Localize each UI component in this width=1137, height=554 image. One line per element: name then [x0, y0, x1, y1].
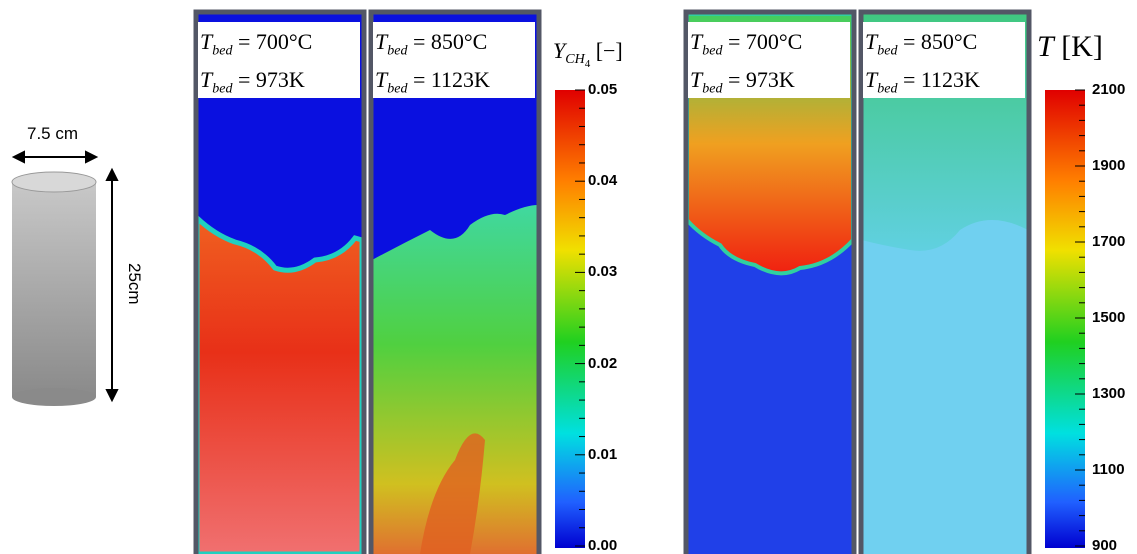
subscript: bed: [212, 81, 233, 97]
field-region: [194, 212, 365, 554]
symbol: T: [865, 29, 878, 54]
subscript: bed: [212, 43, 233, 59]
colorbar: [1045, 90, 1085, 548]
panel-label: Tbed = 973K: [200, 67, 305, 97]
unit: [−]: [595, 38, 623, 63]
symbol: T: [375, 29, 388, 54]
unit: [K]: [1061, 30, 1103, 63]
panel-label: Tbed = 700°C: [200, 29, 312, 59]
panel-label: Tbed = 850°C: [375, 29, 487, 59]
cylinder-top: [11, 171, 97, 193]
tick-label: 900: [1092, 537, 1118, 554]
panel-label: Tbed = 1123K: [865, 67, 980, 97]
tick-label: 0.02: [588, 354, 618, 372]
height-label: 25cm: [125, 263, 144, 305]
field-region: [372, 205, 538, 554]
value: = 973K: [727, 67, 795, 92]
panel-frames: [193, 9, 1032, 554]
subscript: CH: [565, 52, 585, 68]
subscript: bed: [877, 81, 898, 97]
cylinder: [12, 182, 96, 397]
symbol: Y: [553, 38, 566, 63]
tick-label: 1900: [1092, 157, 1126, 174]
value: = 850°C: [412, 29, 488, 54]
value: = 1123K: [412, 67, 490, 92]
subscript: bed: [387, 43, 408, 59]
panel-label: Tbed = 973K: [690, 67, 795, 97]
symbol: T: [1037, 30, 1054, 63]
symbol: T: [200, 67, 213, 92]
dimension-arrows: [11, 150, 119, 403]
colorbar-title: T [K]: [1037, 30, 1103, 64]
symbol: T: [690, 67, 703, 92]
symbol: T: [375, 67, 388, 92]
value: = 973K: [237, 67, 305, 92]
tick-label: 0.01: [588, 445, 618, 463]
colorbar-title: YCH4 [−]: [553, 38, 623, 70]
value: = 700°C: [727, 29, 803, 54]
tick-label: 1500: [1092, 309, 1126, 326]
subscript: bed: [702, 81, 723, 97]
panel-label: Tbed = 1123K: [375, 67, 490, 97]
panel-label: Tbed = 700°C: [690, 29, 802, 59]
value: = 1123K: [902, 67, 980, 92]
tick-label: 1700: [1092, 233, 1126, 250]
subscript: bed: [702, 43, 723, 59]
subscript: 4: [584, 58, 591, 71]
subscript: bed: [877, 43, 898, 59]
label-boxes: [198, 22, 1025, 98]
colorbar: [555, 90, 585, 548]
panel-label: Tbed = 850°C: [865, 29, 977, 59]
field-region: [420, 433, 485, 554]
subscript: bed: [387, 81, 408, 97]
symbol: T: [690, 29, 703, 54]
tick-label: 1100: [1092, 461, 1125, 478]
tick-label: 2100: [1092, 81, 1126, 98]
value: = 850°C: [902, 29, 978, 54]
symbol: T: [200, 29, 213, 54]
tick-label: 0.00: [588, 537, 618, 554]
width-label: 7.5 cm: [27, 124, 79, 143]
value: = 700°C: [237, 29, 313, 54]
tick-label: 1300: [1092, 385, 1126, 402]
symbol: T: [865, 67, 878, 92]
colorbar-ticks: [575, 89, 1085, 547]
cylinder-bottom: [12, 388, 96, 406]
tick-label: 0.03: [588, 263, 618, 281]
tick-label: 0.05: [588, 81, 618, 98]
tick-label: 0.04: [588, 172, 618, 190]
